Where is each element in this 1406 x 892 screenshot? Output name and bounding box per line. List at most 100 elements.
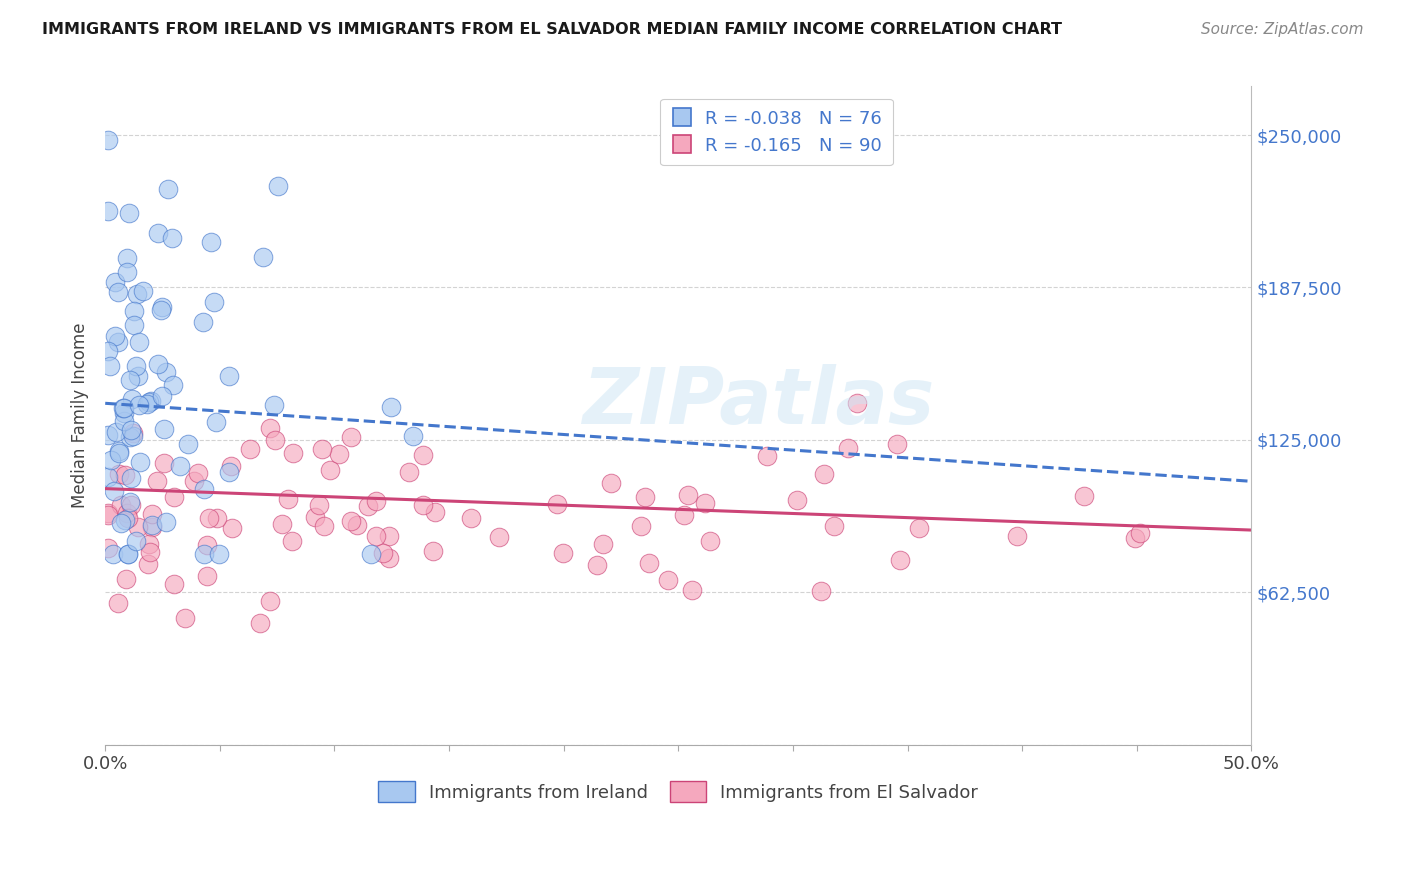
Point bbox=[120, 498, 142, 512]
Point bbox=[267, 179, 290, 194]
Point bbox=[672, 508, 695, 523]
Point bbox=[118, 374, 141, 388]
Point bbox=[249, 615, 271, 630]
Point bbox=[551, 546, 574, 560]
Point bbox=[546, 497, 568, 511]
Point bbox=[120, 471, 142, 485]
Point bbox=[122, 425, 145, 440]
Point bbox=[1129, 526, 1152, 541]
Point bbox=[117, 511, 139, 525]
Point bbox=[108, 443, 131, 458]
Point bbox=[115, 506, 138, 520]
Point bbox=[198, 511, 221, 525]
Point bbox=[125, 533, 148, 548]
Point bbox=[110, 516, 132, 531]
Point bbox=[98, 359, 121, 373]
Point bbox=[114, 406, 136, 420]
Point bbox=[117, 264, 139, 278]
Point bbox=[264, 433, 287, 447]
Point bbox=[96, 506, 118, 520]
Point bbox=[100, 453, 122, 467]
Point bbox=[153, 422, 176, 436]
Point bbox=[118, 430, 141, 444]
Point bbox=[488, 530, 510, 544]
Point bbox=[218, 465, 240, 479]
Point bbox=[810, 583, 832, 598]
Point bbox=[114, 512, 136, 526]
Point bbox=[127, 369, 149, 384]
Point bbox=[127, 520, 149, 534]
Point bbox=[889, 553, 911, 567]
Point bbox=[845, 396, 868, 410]
Point bbox=[377, 529, 399, 543]
Point bbox=[107, 467, 129, 481]
Point bbox=[837, 441, 859, 455]
Point bbox=[105, 425, 128, 439]
Point bbox=[340, 430, 363, 444]
Point bbox=[103, 483, 125, 498]
Point bbox=[141, 507, 163, 521]
Point bbox=[96, 508, 118, 522]
Point bbox=[152, 301, 174, 315]
Point bbox=[195, 538, 218, 552]
Point bbox=[191, 315, 214, 329]
Point bbox=[110, 498, 132, 512]
Point bbox=[174, 611, 197, 625]
Point bbox=[97, 133, 120, 147]
Point bbox=[136, 558, 159, 572]
Point bbox=[139, 393, 162, 408]
Point bbox=[693, 496, 716, 510]
Point bbox=[121, 392, 143, 406]
Point bbox=[360, 548, 382, 562]
Point bbox=[259, 420, 281, 434]
Point bbox=[204, 415, 226, 429]
Point bbox=[340, 514, 363, 528]
Point bbox=[107, 285, 129, 300]
Point bbox=[120, 495, 142, 509]
Point bbox=[96, 343, 118, 358]
Point bbox=[114, 573, 136, 587]
Point bbox=[138, 395, 160, 409]
Point bbox=[221, 521, 243, 535]
Point bbox=[263, 398, 285, 412]
Point bbox=[786, 493, 808, 508]
Point bbox=[115, 251, 138, 265]
Point bbox=[97, 204, 120, 219]
Point bbox=[129, 455, 152, 469]
Point bbox=[207, 548, 229, 562]
Point bbox=[219, 459, 242, 474]
Point bbox=[755, 449, 778, 463]
Point bbox=[155, 365, 177, 379]
Point bbox=[634, 490, 657, 504]
Point bbox=[364, 529, 387, 543]
Point bbox=[638, 556, 661, 570]
Point bbox=[259, 594, 281, 608]
Point bbox=[132, 284, 155, 298]
Point bbox=[193, 548, 215, 562]
Point bbox=[813, 467, 835, 482]
Point bbox=[112, 401, 135, 415]
Point bbox=[139, 544, 162, 558]
Point bbox=[176, 437, 198, 451]
Text: ZIPatlas: ZIPatlas bbox=[582, 364, 935, 441]
Point bbox=[107, 596, 129, 610]
Point bbox=[630, 518, 652, 533]
Point bbox=[204, 295, 226, 310]
Point bbox=[460, 511, 482, 525]
Point bbox=[117, 548, 139, 562]
Point bbox=[183, 474, 205, 488]
Point bbox=[398, 465, 420, 479]
Point bbox=[122, 429, 145, 443]
Point bbox=[364, 493, 387, 508]
Point bbox=[283, 446, 305, 460]
Point bbox=[162, 231, 184, 245]
Point bbox=[163, 576, 186, 591]
Point bbox=[169, 458, 191, 473]
Point bbox=[380, 400, 402, 414]
Point bbox=[155, 515, 177, 529]
Point bbox=[218, 368, 240, 383]
Point bbox=[197, 569, 219, 583]
Point bbox=[319, 463, 342, 477]
Point bbox=[412, 499, 434, 513]
Point bbox=[1005, 529, 1028, 543]
